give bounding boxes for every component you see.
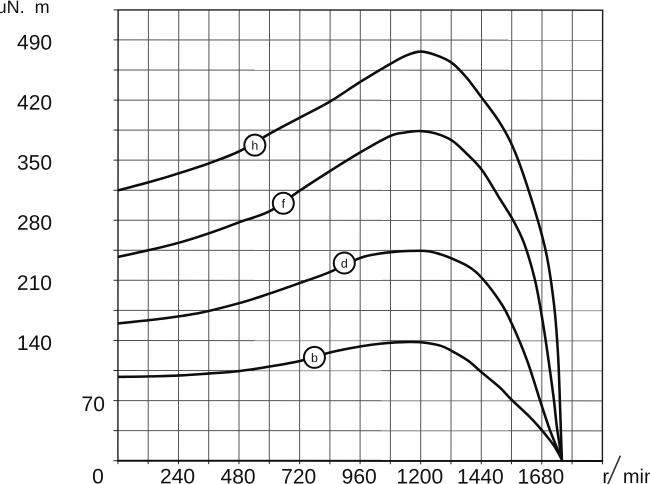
svg-text:1680: 1680 bbox=[518, 466, 565, 484]
svg-text:210: 210 bbox=[17, 272, 52, 295]
svg-text:min: min bbox=[623, 466, 650, 484]
svg-text:480: 480 bbox=[221, 465, 256, 484]
svg-text:350: 350 bbox=[17, 152, 52, 175]
svg-text:1440: 1440 bbox=[457, 466, 504, 484]
svg-text:960: 960 bbox=[342, 466, 377, 484]
svg-text:240: 240 bbox=[160, 465, 195, 484]
svg-text:f: f bbox=[282, 197, 286, 211]
svg-text:h: h bbox=[251, 139, 258, 153]
svg-text:1200: 1200 bbox=[396, 466, 443, 484]
svg-text:490: 490 bbox=[17, 31, 52, 54]
svg-text:d: d bbox=[341, 257, 348, 271]
svg-text:70: 70 bbox=[82, 393, 105, 416]
svg-text:140: 140 bbox=[17, 332, 52, 355]
svg-text:420: 420 bbox=[17, 92, 52, 115]
svg-text:b: b bbox=[311, 351, 318, 365]
svg-text:720: 720 bbox=[281, 465, 316, 484]
svg-text:uN. m: uN. m bbox=[0, 0, 50, 17]
svg-text:r: r bbox=[602, 466, 609, 484]
svg-text:280: 280 bbox=[17, 212, 52, 235]
svg-text:0: 0 bbox=[92, 465, 104, 484]
